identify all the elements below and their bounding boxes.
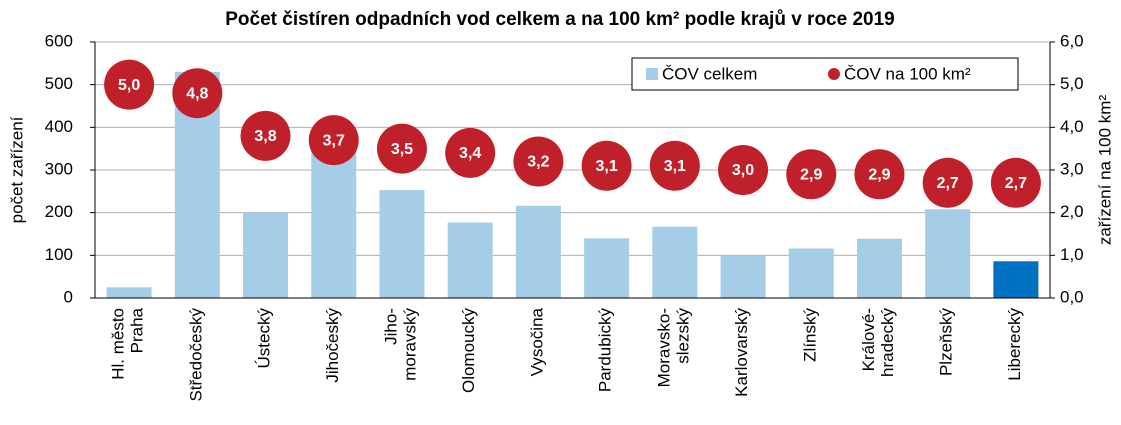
bar [993, 261, 1039, 298]
data-label: 4,8 [186, 85, 208, 102]
legend-box [631, 57, 1019, 91]
bar [447, 222, 493, 298]
x-tick-label: Karlovarský [733, 308, 752, 397]
legend-swatch [828, 68, 840, 80]
bubble [854, 149, 905, 200]
bubble [104, 59, 155, 110]
bubble [308, 115, 359, 166]
y-tick-label: 400 [45, 117, 73, 136]
data-label: 2,9 [868, 166, 890, 183]
y2-tick-label: 1,0 [1060, 245, 1084, 264]
x-tick-label: Ústecký [255, 308, 274, 369]
bar [243, 212, 289, 298]
x-tick-label: Olomoucký [460, 308, 479, 394]
bubble [513, 136, 564, 187]
data-label: 3,0 [732, 162, 754, 179]
y2-axis-label: zařízení na 100 km² [1095, 95, 1114, 246]
y2-tick-label: 0,0 [1060, 287, 1084, 306]
x-tick-label: Jihočeský [323, 308, 342, 383]
bubble [240, 110, 291, 161]
bar [584, 238, 630, 298]
x-tick-label: Plzeňský [937, 308, 956, 377]
x-tick-label: Vysočina [528, 307, 547, 376]
y2-tick-label: 2,0 [1060, 202, 1084, 221]
legend-label: ČOV celkem [662, 64, 757, 83]
bubble [922, 157, 973, 208]
data-label: 2,7 [937, 175, 959, 192]
bar [720, 255, 766, 298]
data-label: 3,2 [527, 154, 549, 171]
y2-tick-label: 6,0 [1060, 31, 1084, 50]
x-tick-label: Liberecký [1005, 308, 1024, 381]
data-label: 2,7 [1005, 175, 1027, 192]
data-label: 3,8 [254, 128, 276, 145]
x-tick-label: Zlínský [801, 308, 820, 362]
x-tick-label: Hl. městoPraha [109, 307, 147, 379]
data-label: 3,1 [664, 158, 686, 175]
chart-title: Počet čistíren odpadních vod celkem a na… [225, 9, 895, 30]
x-tick-label: Jiho-moravský [382, 308, 420, 381]
data-label: 3,7 [323, 132, 345, 149]
bubble [172, 68, 223, 119]
y2-tick-label: 5,0 [1060, 74, 1084, 93]
y2-tick-label: 4,0 [1060, 117, 1084, 136]
bar [379, 190, 425, 298]
bar [106, 287, 152, 298]
legend-swatch [646, 68, 658, 80]
bar [925, 209, 971, 298]
y-axis-label: počet zařízení [7, 116, 26, 223]
data-label: 5,0 [118, 77, 140, 94]
data-label: 3,1 [595, 158, 617, 175]
bubble [990, 157, 1041, 208]
x-tick-label: Pardubický [596, 308, 615, 393]
bar [652, 226, 698, 298]
bubble [718, 145, 769, 195]
y-tick-label: 100 [45, 245, 73, 264]
y-tick-label: 300 [45, 159, 73, 178]
x-tick-label: Králové-hradecký [859, 308, 897, 377]
y-tick-label: 200 [45, 202, 73, 221]
bubble [376, 123, 427, 174]
bar [515, 205, 561, 298]
bar [788, 248, 834, 298]
data-label: 3,5 [391, 141, 413, 158]
bubble [786, 149, 837, 200]
bubble [581, 140, 632, 191]
data-label: 3,4 [459, 145, 481, 162]
x-tick-label: Středočeský [187, 308, 206, 402]
bubble [649, 140, 700, 191]
y2-tick-label: 3,0 [1060, 159, 1084, 178]
bar [311, 148, 357, 298]
bar [856, 238, 902, 298]
y-tick-label: 500 [45, 74, 73, 93]
data-label: 2,9 [800, 166, 822, 183]
y-tick-label: 600 [45, 31, 73, 50]
x-tick-label: Moravsko-slezský [655, 308, 693, 388]
y-tick-label: 0 [64, 287, 73, 306]
bubble [445, 127, 496, 178]
legend-label: ČOV na 100 km² [844, 64, 971, 83]
